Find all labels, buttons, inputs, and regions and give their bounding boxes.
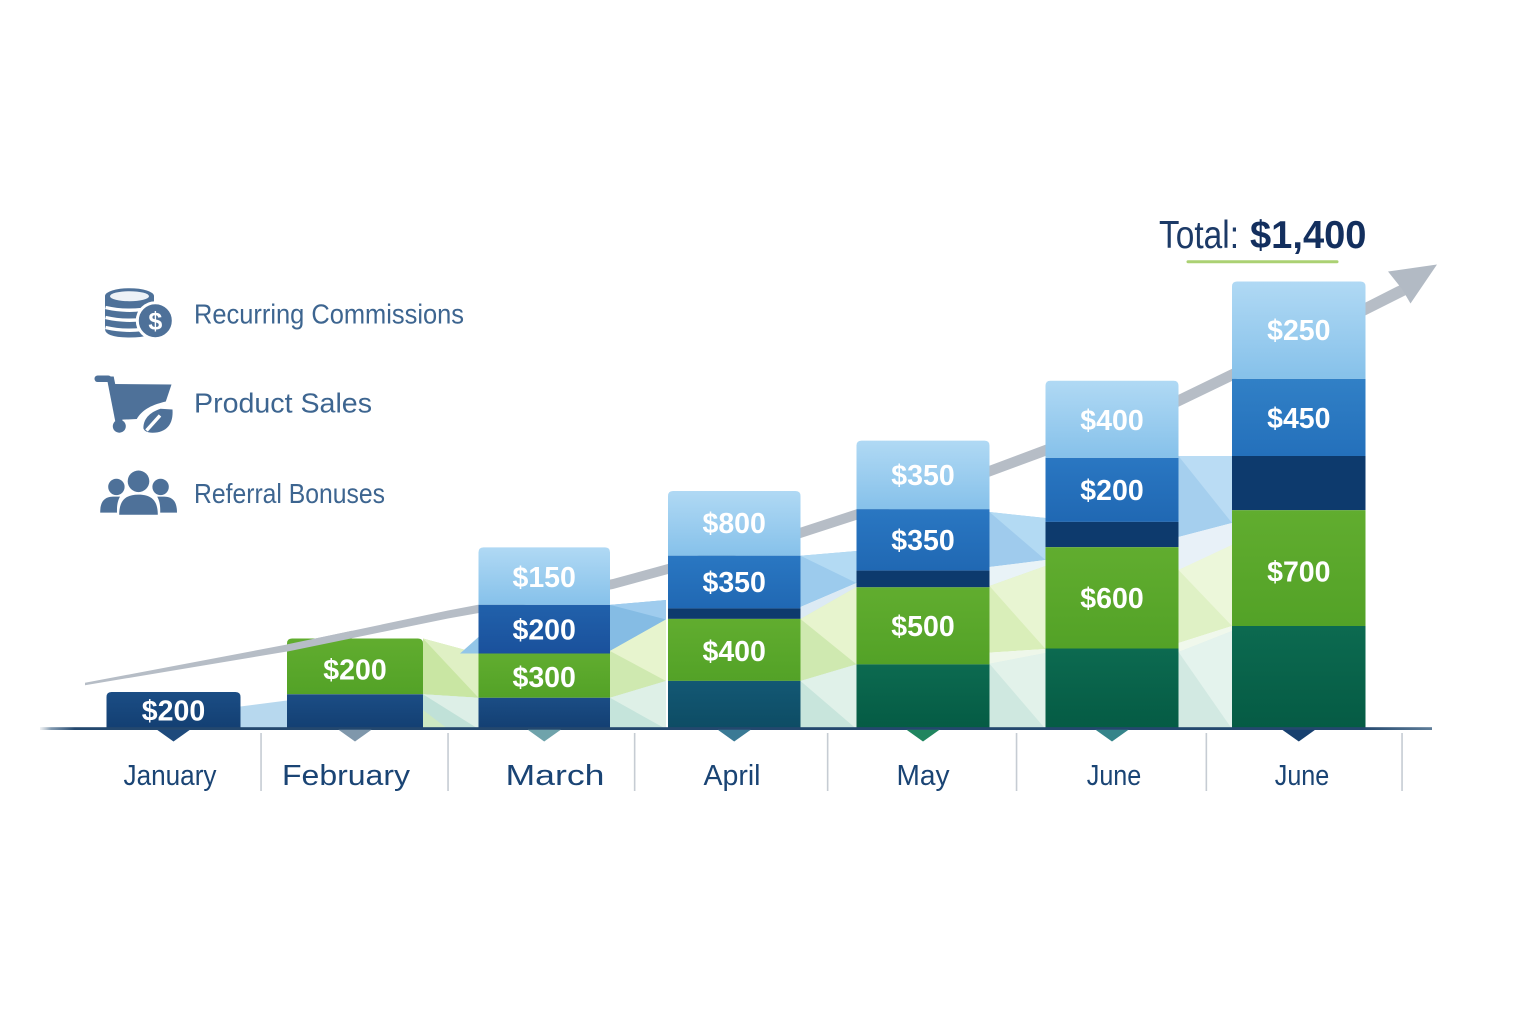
svg-text:$350: $350 [891,460,954,492]
svg-text:$500: $500 [891,611,954,643]
svg-text:June: June [1275,760,1330,792]
svg-text:$350: $350 [891,525,954,557]
svg-text:$: $ [148,308,162,336]
svg-text:$300: $300 [512,662,575,694]
svg-text:$450: $450 [1267,403,1330,435]
svg-text:April: April [704,760,761,792]
svg-text:Total:: Total: [1159,214,1239,257]
svg-text:$200: $200 [512,615,575,647]
svg-text:March: March [506,760,605,792]
svg-text:May: May [897,760,950,792]
svg-text:January: January [124,760,217,792]
svg-text:February: February [282,760,411,792]
svg-text:Referral Bonuses: Referral Bonuses [194,478,385,509]
svg-text:$200: $200 [323,655,386,687]
svg-text:$150: $150 [512,562,575,594]
svg-text:Product Sales: Product Sales [194,388,372,419]
svg-text:$1,400: $1,400 [1250,214,1367,257]
svg-text:$200: $200 [142,696,205,728]
svg-text:June: June [1087,760,1142,792]
svg-text:$800: $800 [702,508,765,540]
svg-text:$350: $350 [702,567,765,599]
svg-text:$700: $700 [1267,557,1330,589]
svg-text:$400: $400 [702,636,765,668]
svg-text:$250: $250 [1267,315,1330,347]
svg-text:$600: $600 [1080,583,1143,615]
svg-text:$400: $400 [1080,405,1143,437]
svg-text:Recurring Commissions: Recurring Commissions [194,299,464,330]
svg-text:$200: $200 [1080,475,1143,507]
